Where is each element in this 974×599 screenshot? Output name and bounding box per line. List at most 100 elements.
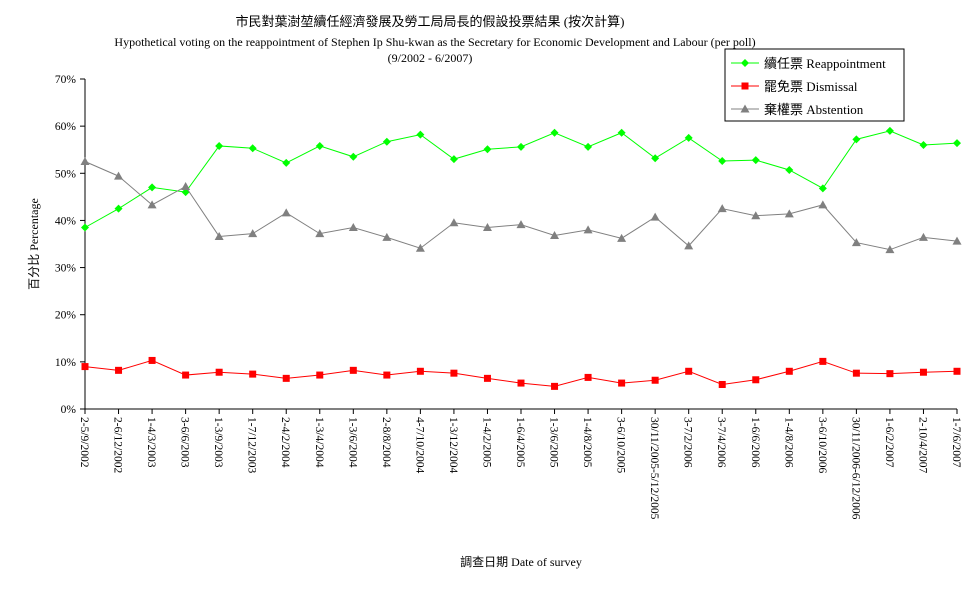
data-point — [752, 376, 760, 384]
data-point — [650, 212, 660, 221]
data-point — [918, 232, 928, 241]
y-tick-label: 30% — [55, 263, 77, 275]
series-1 — [81, 126, 961, 232]
x-tick-label: 1-7/6/2007 — [950, 417, 962, 468]
data-point — [583, 225, 593, 234]
legend-label: 罷免票 Dismissal — [764, 79, 858, 94]
data-point — [348, 223, 358, 231]
series-layer — [80, 126, 962, 390]
data-point — [618, 379, 626, 387]
data-point — [282, 374, 290, 382]
data-point — [953, 367, 961, 375]
x-tick-label: 1-6/6/2006 — [749, 417, 761, 468]
data-point — [718, 380, 726, 388]
series-3 — [80, 157, 962, 254]
chart-subtitle: Hypothetical voting on the reappointment… — [114, 35, 755, 49]
data-point — [450, 369, 458, 377]
data-point — [741, 82, 749, 90]
chart-title: 市民對葉澍堃續任經濟發展及勞工局局長的假設投票結果 (按次計算) — [236, 14, 625, 29]
data-point — [147, 200, 157, 209]
y-tick-label: 20% — [55, 310, 77, 322]
y-axis-label: 百分比 Percentage — [27, 198, 41, 290]
data-point — [215, 368, 223, 376]
data-point — [885, 126, 894, 135]
data-point — [550, 128, 559, 137]
data-point — [415, 243, 425, 252]
legend-label: 續任票 Reappointment — [764, 56, 886, 71]
data-point — [483, 145, 492, 154]
data-point — [885, 245, 895, 254]
data-point — [114, 204, 123, 213]
y-tick-label: 70% — [55, 74, 77, 86]
x-axis-label: 調查日期 Date of survey — [460, 555, 582, 569]
data-point — [115, 366, 123, 374]
data-point — [886, 370, 894, 378]
data-point — [819, 357, 827, 365]
data-point — [249, 370, 257, 378]
legend: 續任票 Reappointment 罷免票 Dismissal 棄權票 Absten… — [724, 48, 905, 122]
data-point — [382, 232, 392, 241]
data-point — [651, 154, 660, 163]
data-point — [785, 367, 793, 375]
data-point — [81, 223, 89, 232]
data-point — [517, 142, 525, 151]
data-point — [182, 371, 190, 379]
data-point — [741, 59, 749, 67]
x-tick-label: 3-7/2/2006 — [682, 417, 694, 468]
data-point — [214, 231, 224, 240]
data-point — [953, 139, 961, 148]
x-tick-label: 30/11/2006-6/12/2006 — [849, 417, 861, 520]
x-axis: 2-5/9/2002 2-6/12/2002 1-4/3/2003 3-6/6/200… — [78, 408, 962, 520]
x-tick-label: 3-6/10/2005 — [615, 417, 627, 473]
data-point — [148, 183, 157, 192]
data-point — [684, 133, 693, 142]
data-point — [416, 367, 424, 375]
data-point — [751, 156, 760, 165]
data-point — [584, 142, 593, 151]
data-point — [382, 137, 391, 146]
data-point — [449, 155, 458, 164]
x-tick-label: 1-3/12/2004 — [447, 417, 459, 473]
data-point — [584, 373, 592, 381]
data-point — [718, 157, 727, 166]
x-tick-label: 4-7/10/2004 — [413, 417, 425, 473]
y-axis: 0% 10% 20% 30% 40% 50% 60% 70% — [55, 74, 86, 416]
x-tick-label: 3-6/10/2006 — [816, 417, 828, 473]
data-point — [114, 171, 124, 180]
data-point — [617, 233, 627, 242]
data-point — [852, 369, 860, 377]
data-point — [617, 128, 626, 137]
y-tick-label: 0% — [61, 404, 77, 416]
data-point — [651, 376, 659, 384]
x-tick-label: 2-8/8/2004 — [380, 417, 392, 468]
x-tick-label: 1-4/2/2005 — [480, 417, 492, 468]
data-point — [349, 366, 357, 374]
data-point — [852, 135, 861, 144]
data-point — [181, 181, 191, 190]
data-point — [717, 204, 727, 213]
data-point — [349, 152, 358, 161]
chart-period: (9/2002 - 6/2007) — [388, 51, 473, 65]
data-point — [919, 368, 927, 376]
data-point — [316, 371, 324, 379]
x-tick-label: 1-6/2/2007 — [883, 417, 895, 468]
data-point — [416, 130, 425, 139]
x-tick-label: 3-7/4/2006 — [715, 417, 727, 468]
data-point — [551, 382, 559, 390]
data-point — [80, 157, 90, 165]
x-tick-label: 2-10/4/2007 — [916, 417, 928, 473]
legend-label: 棄權票 Abstention — [764, 102, 864, 117]
y-tick-label: 60% — [55, 121, 77, 133]
data-point — [383, 371, 391, 379]
data-point — [281, 208, 291, 217]
x-tick-label: 2-6/12/2002 — [112, 417, 124, 473]
y-tick-label: 10% — [55, 357, 77, 369]
data-point — [517, 379, 525, 387]
x-tick-label: 1-3/6/2004 — [346, 417, 358, 468]
data-point — [449, 218, 459, 227]
x-tick-label: 30/11/2005-5/12/2005 — [648, 417, 660, 520]
data-point — [248, 144, 257, 153]
data-point — [818, 184, 827, 193]
data-point — [315, 141, 324, 150]
data-point — [740, 104, 750, 113]
